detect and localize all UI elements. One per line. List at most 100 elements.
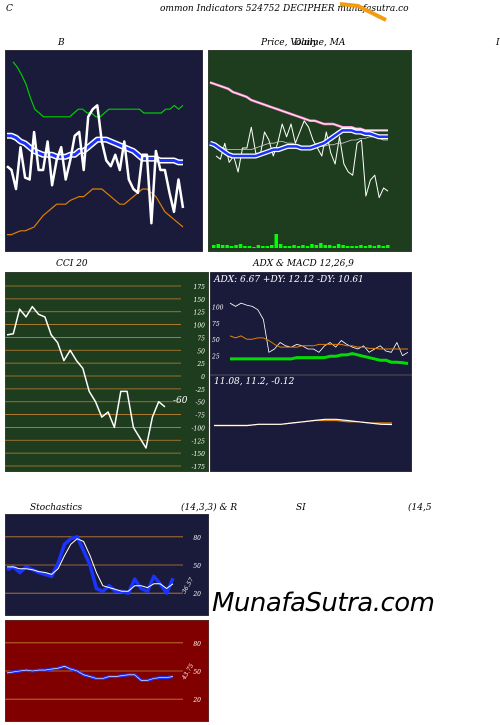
volume-bar [363,246,368,248]
volume-bar [328,245,332,248]
volume-bar [305,246,310,248]
adx-tick-label: 100 [212,304,224,311]
volume-bar [372,246,377,248]
volume-bar [216,244,220,248]
adx-background [210,272,412,472]
volume-bar [212,245,216,248]
stoch-tick-label: 80 [193,535,201,542]
cci-tick-label: 175 [194,284,206,291]
cci-value-label: -60 [173,396,188,406]
cci-background [5,272,209,472]
volume-bar [336,244,341,248]
cci-panel: 175 150 125 100 75 50 25 0 -25 -50 -75 -100 -125 -150… [5,272,209,472]
volume-bar [354,246,359,248]
stoch-title-d: (14,5 [408,503,432,513]
cci-tick-label: -25 [195,387,205,394]
watermark: MunafaSutra.com [212,588,435,618]
adx-values-text: ADX: 6.67 +DY: 12.12 -DY: 10.61 [213,275,364,285]
cci-tick-label: 0 [201,374,205,381]
volume-bar [368,245,372,248]
adx-tick-label: 75 [212,321,220,328]
volume-bar [287,246,292,248]
volume-bar [270,245,274,248]
volume-bar [265,246,269,248]
stoch-tick-label: 20 [192,591,201,598]
volume-bar [283,246,287,248]
stoch-title-b: (14,3,3) & R [181,503,238,513]
price-title-daily: Daily [294,38,318,48]
price-ma-blue [209,129,388,158]
volume-bar [377,245,381,248]
rsi-tick-label: 80 [193,641,201,648]
adx-tick-label: 50 [212,337,220,344]
price-close-line [215,120,389,199]
adx-orange-line [229,335,408,350]
price-ma-pink-core [209,82,388,131]
macd-values-text: 11.08, 11.2, -0.12 [214,377,295,387]
stoch-d-line [7,538,174,592]
cci-title: CCI 20 [56,259,88,269]
volume-bar [341,245,345,248]
cci-tick-label: 100 [194,323,206,330]
adx-line [230,352,409,365]
volume-bar [319,243,323,248]
price-title-c: MA [329,38,346,48]
cci-tick-label: 50 [197,348,205,355]
bb-title: B [58,38,65,48]
volume-bar [234,245,238,248]
rsi-tick-label: 50 [193,669,201,676]
volume-bar [381,246,385,248]
price-title: Price, Volume, Daily MA [261,38,345,48]
cci-tick-label: -100 [192,425,206,432]
volume-bar [229,246,234,248]
cci-tick-label: 150 [194,297,206,304]
volume-bar [359,245,363,248]
cci-tick-label: -75 [195,413,205,420]
volume-bar [292,245,296,248]
cci-tick-label: 25 [196,361,205,368]
corner-letter: C [6,4,13,14]
adx-dmi-line [229,302,409,356]
stoch-tick-label: 50 [193,563,201,570]
page-title: ommon Indicators 524752 DECIPHER munafas… [160,4,409,14]
volume-bar [278,244,283,248]
volume-bar [252,247,256,248]
volume-bar [256,245,261,248]
volume-bar [301,245,305,248]
price-title-a: Price, [261,38,288,48]
cci-tick-label: 125 [194,310,206,317]
volume-bar [243,246,247,248]
rsi-tick-label: 20 [192,697,201,704]
volume-bar [350,246,354,248]
volume-bar [225,245,229,248]
price-panel [208,50,412,252]
header-swoosh [340,2,387,22]
rsi-line-core [6,665,174,681]
volume-bar [238,244,243,248]
volume-bar [261,246,265,248]
volume-bar [310,244,314,248]
cci-tick-label: -150 [192,451,206,458]
bollinger-panel [5,50,203,252]
volume-bar [296,246,301,248]
volume-bar [345,246,350,248]
right-letter: I [496,38,500,48]
volume-bar [332,246,336,248]
stoch-title-c: SI [296,503,306,513]
volume-bar [323,245,327,248]
cci-tick-label: -125 [192,438,206,445]
volume-bar [274,234,278,248]
volume-bar [220,245,225,248]
adx-panel: 100 75 50 25 ADX: 6.67 +DY: 12.12 -DY: 10.61… [210,272,412,472]
price-title-b: Volume, [290,38,327,48]
stoch-title-a: Stochastics [30,503,83,513]
cci-tick-label: 75 [197,335,205,342]
price-background [208,50,412,252]
cci-tick-label: -50 [195,400,205,407]
volume-bar [386,245,390,248]
cci-tick-label: -175 [192,464,206,471]
cci-line [6,305,166,449]
adx-tick-label: 25 [211,354,220,361]
volume-bar [247,246,252,248]
